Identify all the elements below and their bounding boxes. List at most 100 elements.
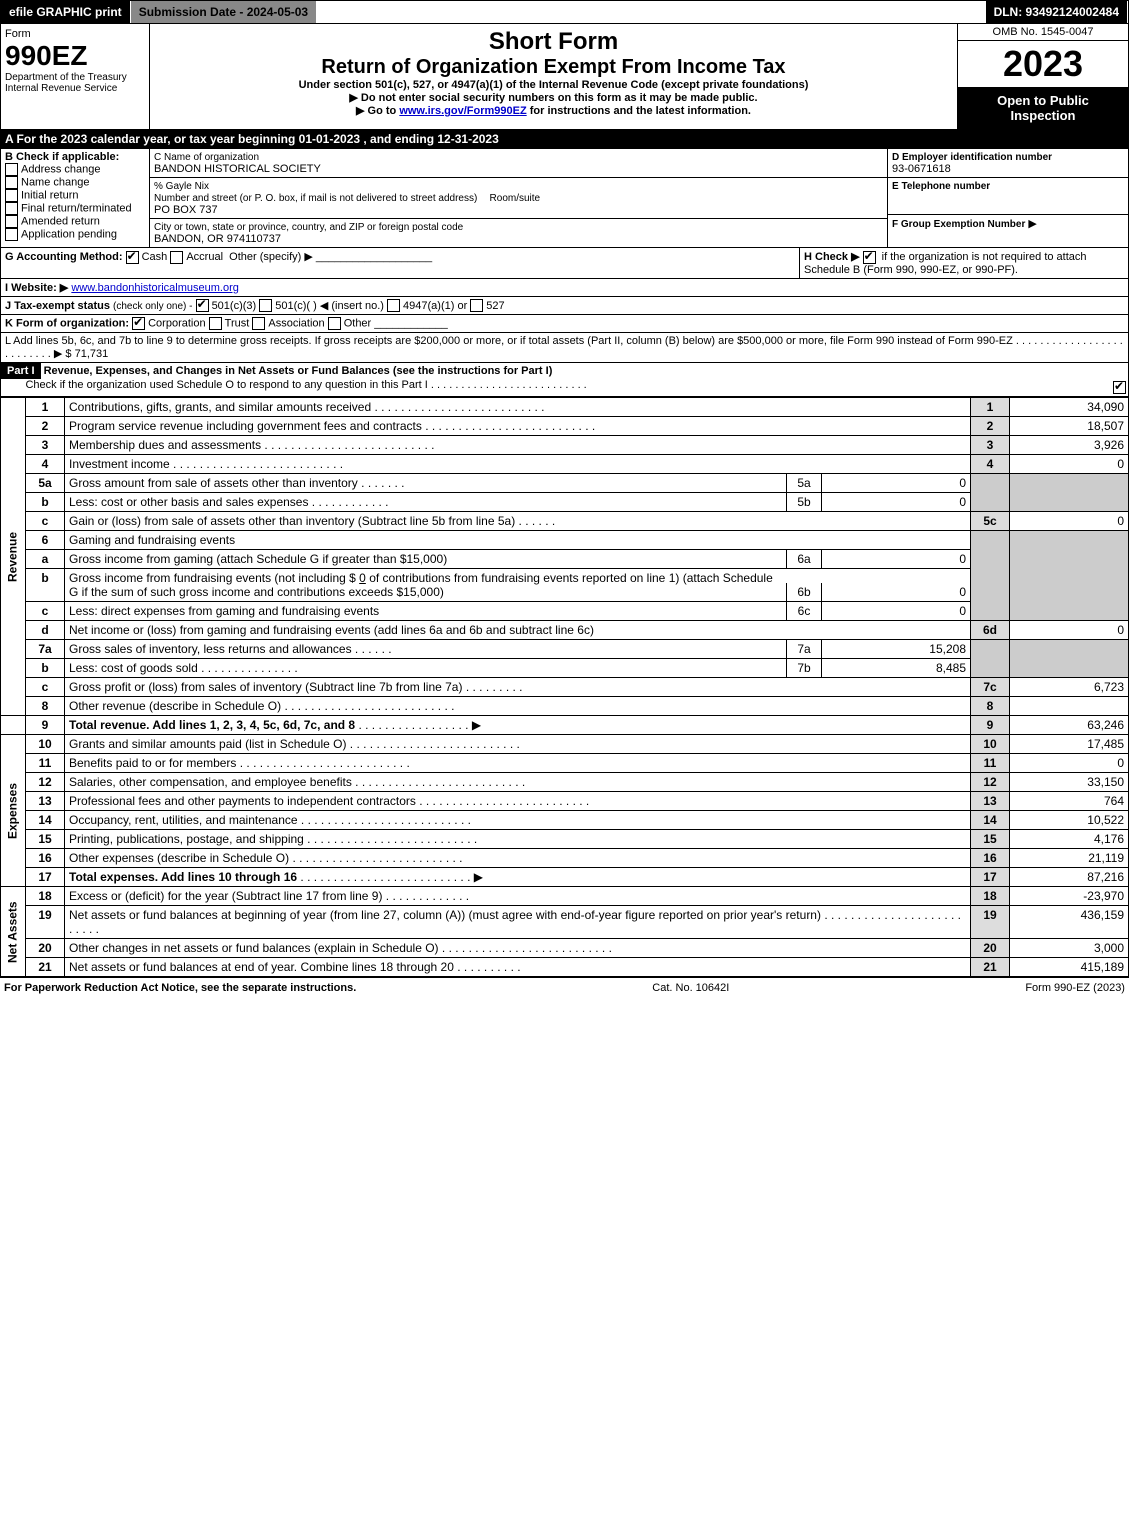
chk-final-return[interactable] — [5, 202, 18, 215]
open-public-badge: Open to Public Inspection — [958, 87, 1128, 129]
line-18-num: 18 — [971, 887, 1010, 906]
chk-4947[interactable] — [387, 299, 400, 312]
opt-initial-return: Initial return — [21, 189, 78, 201]
row-20: 20Other changes in net assets or fund ba… — [1, 939, 1129, 958]
row-10: Expenses 10Grants and similar amounts pa… — [1, 735, 1129, 754]
line-17-text: Total expenses. Add lines 10 through 16 — [69, 870, 297, 884]
chk-accrual[interactable] — [170, 251, 183, 264]
chk-amended[interactable] — [5, 215, 18, 228]
line-12-val: 33,150 — [1010, 773, 1129, 792]
chk-other[interactable] — [328, 317, 341, 330]
chk-trust[interactable] — [209, 317, 222, 330]
dots-p1 — [431, 379, 587, 391]
row-5c: cGain or (loss) from sale of assets othe… — [1, 512, 1129, 531]
box-c: C Name of organization BANDON HISTORICAL… — [150, 149, 888, 247]
pra-notice: For Paperwork Reduction Act Notice, see … — [4, 982, 356, 994]
line-6c-val: 0 — [822, 602, 970, 620]
subtitle-3: ▶ Go to www.irs.gov/Form990EZ for instru… — [154, 104, 953, 117]
line-20-num: 20 — [971, 939, 1010, 958]
k-assoc: Association — [268, 318, 324, 330]
omb-number: OMB No. 1545-0047 — [958, 24, 1128, 41]
short-form-title: Short Form — [154, 28, 953, 56]
k-label: K Form of organization: — [5, 318, 129, 330]
g-accrual: Accrual — [186, 251, 223, 263]
f-label: F Group Exemption Number — [892, 219, 1025, 230]
line-11-num: 11 — [971, 754, 1010, 773]
efile-print-button[interactable]: efile GRAPHIC print — [1, 1, 131, 23]
chk-assoc[interactable] — [252, 317, 265, 330]
row-6c: cLess: direct expenses from gaming and f… — [1, 602, 1129, 621]
line-1-text: Contributions, gifts, grants, and simila… — [69, 400, 371, 414]
line-4-num: 4 — [971, 455, 1010, 474]
b-label: B Check if applicable: — [5, 151, 119, 163]
website-link[interactable]: www.bandonhistoricalmuseum.org — [71, 282, 239, 294]
row-3: 3Membership dues and assessments33,926 — [1, 436, 1129, 455]
chk-name-change[interactable] — [5, 176, 18, 189]
k-other: Other — [344, 318, 372, 330]
row-14: 14Occupancy, rent, utilities, and mainte… — [1, 811, 1129, 830]
row-13: 13Professional fees and other payments t… — [1, 792, 1129, 811]
opt-address-change: Address change — [21, 163, 101, 175]
k-trust: Trust — [225, 318, 250, 330]
j-o1: 501(c)(3) — [212, 300, 257, 312]
opt-final-return: Final return/terminated — [21, 202, 132, 214]
ein: 93-0671618 — [892, 163, 951, 175]
row-4: 4Investment income40 — [1, 455, 1129, 474]
row-1: Revenue 1Contributions, gifts, grants, a… — [1, 398, 1129, 417]
row-6d: dNet income or (loss) from gaming and fu… — [1, 621, 1129, 640]
chk-501c3[interactable] — [196, 299, 209, 312]
line-6d-val: 0 — [1010, 621, 1129, 640]
line-7b-text: Less: cost of goods sold — [69, 661, 198, 675]
line-16-val: 21,119 — [1010, 849, 1129, 868]
line-7b-num: 7b — [786, 659, 822, 677]
chk-cash[interactable] — [126, 251, 139, 264]
row-6: 6Gaming and fundraising events — [1, 531, 1129, 550]
line-15-text: Printing, publications, postage, and shi… — [69, 832, 304, 846]
line-2-num: 2 — [971, 417, 1010, 436]
line-15-num: 15 — [971, 830, 1010, 849]
chk-app-pending[interactable] — [5, 228, 18, 241]
part1-heading: Revenue, Expenses, and Changes in Net As… — [44, 365, 553, 377]
chk-address-change[interactable] — [5, 163, 18, 176]
line-12-text: Salaries, other compensation, and employ… — [69, 775, 352, 789]
line-7a-val: 15,208 — [822, 640, 970, 658]
chk-initial-return[interactable] — [5, 189, 18, 202]
line-16-text: Other expenses (describe in Schedule O) — [69, 851, 289, 865]
g-cash: Cash — [142, 251, 168, 263]
chk-501c[interactable] — [259, 299, 272, 312]
line-5a-text: Gross amount from sale of assets other t… — [69, 476, 358, 490]
line-5b-num: 5b — [786, 493, 822, 511]
form-number: 990EZ — [5, 40, 145, 72]
irs-link[interactable]: www.irs.gov/Form990EZ — [399, 105, 526, 117]
line-21-num: 21 — [971, 958, 1010, 977]
d-label: D Employer identification number — [892, 152, 1052, 163]
row-6b: bGross income from fundraising events (n… — [1, 569, 1129, 602]
opt-amended: Amended return — [21, 215, 100, 227]
g-label: G Accounting Method: — [5, 251, 123, 263]
line-9-text: Total revenue. Add lines 1, 2, 3, 4, 5c,… — [69, 718, 355, 732]
line-21-val: 415,189 — [1010, 958, 1129, 977]
street: PO BOX 737 — [154, 204, 218, 216]
netassets-vlabel: Net Assets — [1, 887, 26, 977]
city-label: City or town, state or province, country… — [154, 222, 463, 233]
line-6c-num: 6c — [786, 602, 822, 620]
opt-app-pending: Application pending — [21, 228, 117, 240]
title-block: Form 990EZ Department of the Treasury In… — [0, 24, 1129, 130]
line-8-num: 8 — [971, 697, 1010, 716]
line-3-val: 3,926 — [1010, 436, 1129, 455]
line-13-val: 764 — [1010, 792, 1129, 811]
line-14-text: Occupancy, rent, utilities, and maintena… — [69, 813, 298, 827]
line-a: A For the 2023 calendar year, or tax yea… — [0, 130, 1129, 149]
chk-schedule-o[interactable] — [1113, 381, 1126, 394]
line-3-text: Membership dues and assessments — [69, 438, 261, 452]
chk-h[interactable] — [863, 251, 876, 264]
line-9-num: 9 — [971, 716, 1010, 735]
chk-527[interactable] — [470, 299, 483, 312]
title-right: OMB No. 1545-0047 2023 Open to Public In… — [957, 24, 1128, 129]
line-6a-val: 0 — [822, 550, 970, 568]
header-spacer — [317, 1, 985, 23]
line-13-num: 13 — [971, 792, 1010, 811]
chk-corp[interactable] — [132, 317, 145, 330]
line-7c-text: Gross profit or (loss) from sales of inv… — [69, 680, 462, 694]
line-8-text: Other revenue (describe in Schedule O) — [69, 699, 281, 713]
